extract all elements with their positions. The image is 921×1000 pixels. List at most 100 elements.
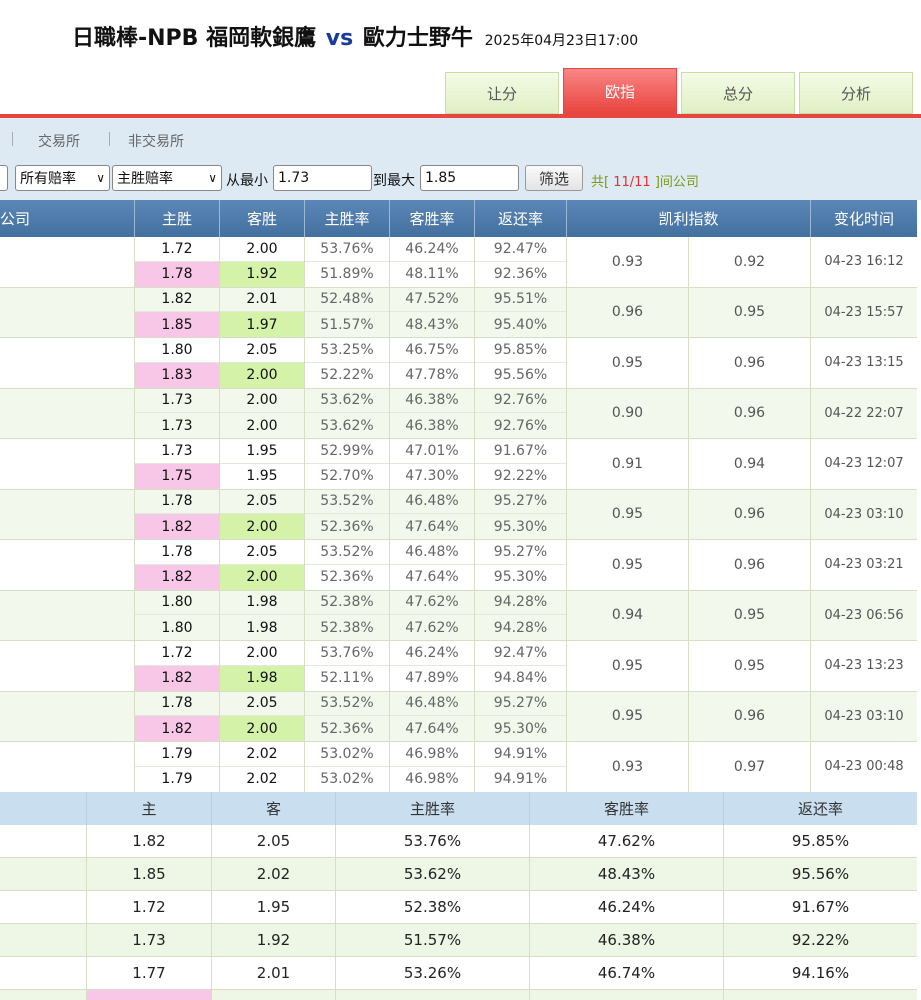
home-odds: 1.80 1.80 <box>135 590 220 640</box>
summary-home: 1.72 <box>87 891 212 923</box>
return-rate-current: 95.30% <box>493 518 548 535</box>
summary-away: 1.92 <box>212 924 336 956</box>
away-rate-current: 47.64% <box>405 720 459 737</box>
away-rate-current: 47.64% <box>405 569 459 586</box>
away-rate-current: 47.62% <box>405 619 459 636</box>
company-cell[interactable] <box>0 641 135 691</box>
away-rate-current: 48.11% <box>405 266 459 283</box>
table-row[interactable]: 1.78 1.82 2.05 2.00 53.52% 52.36% 46.48% 47.64%… <box>0 489 917 540</box>
company-cell[interactable] <box>0 388 135 438</box>
summary-return-rate: 94.16% <box>791 964 850 982</box>
summary-label <box>0 990 87 1000</box>
home-odds: 1.78 1.82 <box>135 691 220 741</box>
away-odds: 2.00 1.92 <box>220 237 305 287</box>
tab-handicap[interactable]: 让分 <box>445 72 559 114</box>
away-odds-initial: 2.00 <box>220 389 304 414</box>
company-cell[interactable] <box>0 237 135 287</box>
title-league-home: 日職棒-NPB 福岡軟銀鷹 <box>72 26 317 51</box>
summary-header-home-rate: 主胜率 <box>336 792 530 825</box>
company-select[interactable] <box>0 165 8 191</box>
kelly-away: 0.96 <box>689 691 811 741</box>
home-rate-initial: 53.76% <box>305 641 389 666</box>
table-row[interactable]: 1.79 1.79 2.02 2.02 53.02% 53.02% 46.98% 46.98%… <box>0 742 917 793</box>
min-label: 从最小 <box>226 173 268 189</box>
summary-home: 1.80 <box>87 990 212 1000</box>
summary-label <box>0 957 87 989</box>
odds-table-header: 公司 主胜 客胜 主胜率 客胜率 返还率 凯利指数 变化时间 <box>0 200 917 237</box>
table-row[interactable]: 1.78 1.82 2.05 2.00 53.52% 52.36% 46.48% 47.64%… <box>0 691 917 742</box>
home-rate-current: 52.36% <box>320 518 374 535</box>
away-odds: 1.95 1.95 <box>220 439 305 489</box>
table-row[interactable]: 1.73 1.75 1.95 1.95 52.99% 52.70% 47.01% 47.30%… <box>0 439 917 490</box>
header-kelly: 凯利指数 <box>567 200 811 237</box>
table-row[interactable]: 1.72 1.82 2.00 1.98 53.76% 52.11% 46.24% 47.89%… <box>0 641 917 692</box>
home-rate-current: 53.62% <box>320 417 374 434</box>
away-rate-current: 47.30% <box>405 468 459 485</box>
return-rate-initial: 95.27% <box>475 490 566 515</box>
odds-type-select[interactable]: 所有赔率 ∨ <box>15 165 110 191</box>
home-odds-initial: 1.78 <box>135 490 219 515</box>
home-odds: 1.73 1.73 <box>135 388 220 438</box>
company-cell[interactable] <box>0 691 135 741</box>
home-odds-current: 1.82 <box>135 716 219 741</box>
subtab-exchange[interactable]: 交易所 <box>38 134 80 150</box>
max-label: 到最大 <box>373 173 415 189</box>
home-rate-current: 52.36% <box>320 720 374 737</box>
odds-field-select[interactable]: 主胜赔率 ∨ <box>112 165 222 191</box>
summary-home: 1.85 <box>87 858 212 890</box>
kelly-home: 0.95 <box>567 338 689 388</box>
company-cell[interactable] <box>0 489 135 539</box>
table-row[interactable]: 1.80 1.83 2.05 2.00 53.25% 52.22% 46.75% 47.78%… <box>0 338 917 389</box>
company-cell[interactable] <box>0 742 135 792</box>
company-cell[interactable] <box>0 590 135 640</box>
home-odds-current: 1.73 <box>161 417 193 434</box>
return-rate-current: 95.30% <box>493 569 548 586</box>
away-odds-current: 1.98 <box>246 619 278 636</box>
away-rate: 46.38% 46.38% <box>390 388 475 438</box>
home-odds-initial: 1.80 <box>135 338 219 363</box>
return-rate-initial: 94.28% <box>475 591 566 616</box>
home-rate-initial: 53.25% <box>305 338 389 363</box>
subtab-non-exchange[interactable]: 非交易所 <box>128 134 184 150</box>
filter-button[interactable]: 筛选 <box>525 165 583 191</box>
change-time: 04-23 15:57 <box>824 304 904 320</box>
filter-panel: 交易所 非交易所 所有赔率 ∨ 主胜赔率 ∨ 从最小 1.73 到最大 1.85… <box>0 118 921 200</box>
away-odds-initial: 2.05 <box>220 338 304 363</box>
table-row[interactable]: 1.73 1.73 2.00 2.00 53.62% 53.62% 46.38% 46.38%… <box>0 388 917 439</box>
tab-total[interactable]: 总分 <box>681 72 795 114</box>
away-odds: 2.00 2.00 <box>220 388 305 438</box>
summary-away: 1.95 <box>212 891 336 923</box>
table-row[interactable]: 1.80 1.80 1.98 1.98 52.38% 52.38% 47.62% 47.62%… <box>0 590 917 641</box>
max-odds-input[interactable]: 1.85 <box>420 165 519 191</box>
away-rate: 47.01% 47.30% <box>390 439 475 489</box>
kelly-home: 0.95 <box>567 641 689 691</box>
summary-return-rate: 95.56% <box>791 865 850 883</box>
summary-away: 1.98 <box>212 990 336 1000</box>
home-rate-initial: 52.99% <box>305 439 389 464</box>
home-rate-initial: 53.62% <box>305 389 389 414</box>
table-row[interactable]: 1.82 1.85 2.01 1.97 52.48% 51.57% 47.52% 48.43%… <box>0 287 917 338</box>
table-row[interactable]: 1.72 1.78 2.00 1.92 53.76% 51.89% 46.24% 48.11%… <box>0 237 917 288</box>
tab-analysis[interactable]: 分析 <box>799 72 913 114</box>
return-rate-initial: 91.67% <box>475 439 566 464</box>
kelly-away: 0.95 <box>689 641 811 691</box>
return-rate: 95.85% 95.56% <box>475 338 567 388</box>
company-cell[interactable] <box>0 287 135 337</box>
company-cell[interactable] <box>0 439 135 489</box>
away-rate: 47.62% 47.62% <box>390 590 475 640</box>
tab-european-odds[interactable]: 欧指 <box>563 68 677 114</box>
company-cell[interactable] <box>0 338 135 388</box>
min-odds-input[interactable]: 1.73 <box>273 165 372 191</box>
away-rate-initial: 46.48% <box>390 490 474 515</box>
home-odds-initial: 1.80 <box>135 591 219 616</box>
home-odds-current: 1.75 <box>135 463 219 489</box>
kelly-away: 0.95 <box>689 287 811 337</box>
table-row[interactable]: 1.78 1.82 2.05 2.00 53.52% 52.36% 46.48% 47.64%… <box>0 540 917 591</box>
company-cell[interactable] <box>0 540 135 590</box>
home-rate: 53.25% 52.22% <box>305 338 390 388</box>
home-odds-initial: 1.82 <box>135 288 219 313</box>
away-rate: 46.48% 47.64% <box>390 691 475 741</box>
home-odds: 1.78 1.82 <box>135 540 220 590</box>
subtab-divider <box>109 132 110 146</box>
kelly-away: 0.96 <box>689 489 811 539</box>
